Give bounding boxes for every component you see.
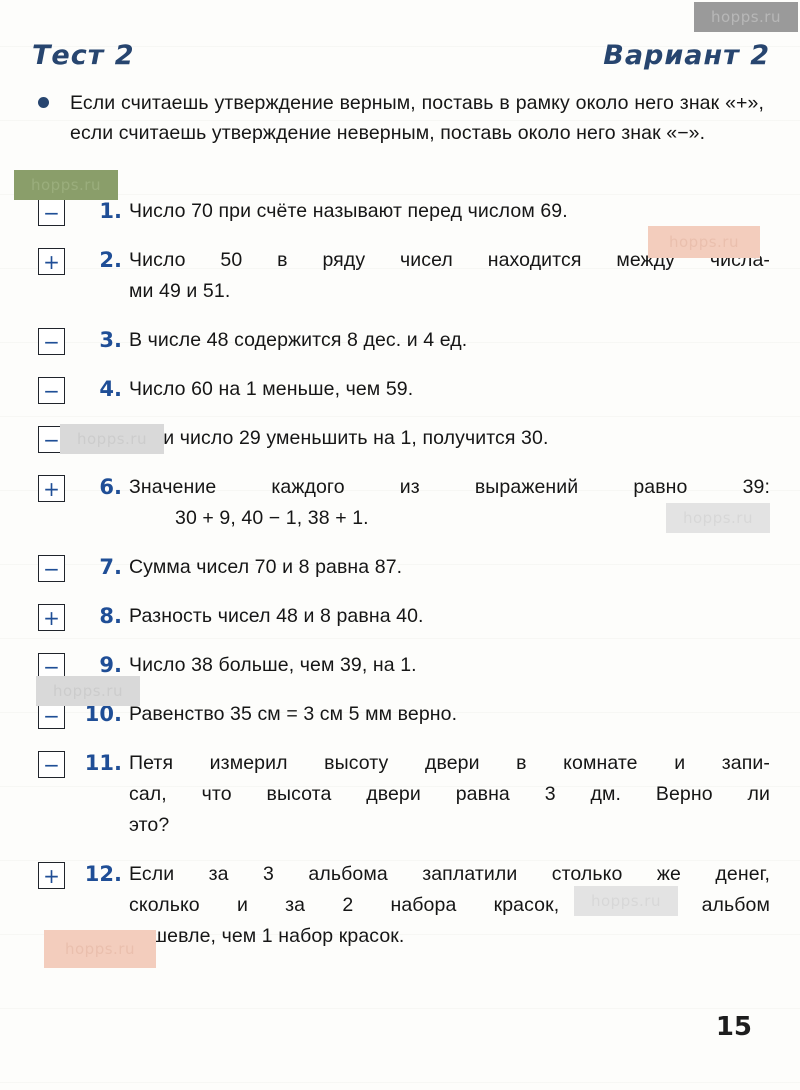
task-statement: Значение каждого из выражений равно 39: 3… bbox=[129, 472, 770, 534]
watermark: hopps.ru bbox=[36, 676, 140, 706]
watermark-label: hopps.ru bbox=[711, 8, 781, 26]
task-statement: Если число 29 уменьшить на 1, получится … bbox=[129, 423, 770, 454]
answer-checkbox-plus[interactable]: + bbox=[38, 248, 65, 275]
task-line: ми 49 и 51. bbox=[129, 280, 231, 302]
task-line: Равенство 35 см = 3 см 5 мм верно. bbox=[129, 703, 458, 725]
watermark: hopps.ru bbox=[694, 2, 798, 32]
page-number: 15 bbox=[715, 1012, 752, 1042]
task-statement: В числе 48 содержится 8 дес. и 4 ед. bbox=[129, 325, 770, 356]
answer-checkbox-minus[interactable]: − bbox=[38, 555, 65, 582]
task-number: 10. bbox=[84, 702, 122, 726]
task-line: 30 + 9, 40 − 1, 38 + 1. bbox=[175, 507, 369, 529]
answer-checkbox-plus[interactable]: + bbox=[38, 862, 65, 889]
task-line: дешевле, чем 1 набор красок. bbox=[129, 925, 405, 947]
variant-title: Вариант 2 bbox=[603, 40, 770, 71]
watermark: hopps.ru bbox=[14, 170, 118, 200]
task-number: 3. bbox=[99, 328, 122, 352]
instruction-text: Если считаешь утверждение верным, постав… bbox=[70, 92, 764, 144]
task-number: 6. bbox=[99, 475, 122, 499]
bullet-dot-icon bbox=[38, 97, 49, 108]
watermark-label: hopps.ru bbox=[53, 682, 123, 700]
task-statement: Разность чисел 48 и 8 равна 40. bbox=[129, 601, 770, 632]
page-header: Тест 2 Вариант 2 bbox=[32, 40, 770, 71]
task-number: 11. bbox=[84, 751, 122, 775]
task-line: Петя измерил высоту двери в комнате и за… bbox=[129, 752, 770, 774]
answer-checkbox-minus[interactable]: − bbox=[38, 751, 65, 778]
task-row: +2. Число 50 в ряду чисел находится между… bbox=[38, 245, 770, 307]
page-title: Тест 2 bbox=[32, 40, 135, 71]
task-line: это? bbox=[129, 814, 170, 836]
task-statement: Число 38 больше, чем 39, на 1. bbox=[129, 650, 770, 681]
task-row: − 3. В числе 48 содержится 8 дес. и 4 ед. bbox=[38, 325, 770, 356]
task-line: Число 50 в ряду чисел находится между чи… bbox=[129, 249, 770, 271]
watermark: hopps.ru bbox=[60, 424, 164, 454]
task-line: сал, что высота двери равна 3 дм. Верно … bbox=[129, 783, 770, 805]
task-line: Разность чисел 48 и 8 равна 40. bbox=[129, 605, 424, 627]
answer-checkbox-plus[interactable]: + bbox=[38, 475, 65, 502]
task-number: 2. bbox=[99, 248, 122, 272]
task-number: 7. bbox=[99, 555, 122, 579]
task-line: Значение каждого из выражений равно 39: bbox=[129, 476, 770, 498]
task-number: 8. bbox=[99, 604, 122, 628]
task-row: − 4. Число 60 на 1 меньше, чем 59. bbox=[38, 374, 770, 405]
watermark-label: hopps.ru bbox=[77, 430, 147, 448]
task-statement: Равенство 35 см = 3 см 5 мм верно. bbox=[129, 699, 770, 730]
answer-checkbox-minus[interactable]: − bbox=[38, 377, 65, 404]
answer-checkbox-plus[interactable]: + bbox=[38, 604, 65, 631]
task-statement: Сумма чисел 70 и 8 равна 87. bbox=[129, 552, 770, 583]
task-list: − 1. Число 70 при счёте называют перед чис… bbox=[38, 196, 770, 970]
watermark: hopps.ru bbox=[666, 503, 770, 533]
task-number: 4. bbox=[99, 377, 122, 401]
task-number: 9. bbox=[99, 653, 122, 677]
task-line: Число 60 на 1 меньше, чем 59. bbox=[129, 378, 414, 400]
task-line: Если за 3 альбома заплатили столько же д… bbox=[129, 863, 770, 885]
answer-checkbox-minus[interactable]: − bbox=[38, 199, 65, 226]
watermark-label: hopps.ru bbox=[683, 509, 753, 527]
task-number: 12. bbox=[84, 862, 122, 886]
watermark-label: hopps.ru bbox=[31, 176, 101, 194]
task-row: − 1. Число 70 при счёте называют перед чис… bbox=[38, 196, 770, 227]
watermark-label: hopps.ru bbox=[591, 892, 661, 910]
task-line: Сумма чисел 70 и 8 равна 87. bbox=[129, 556, 403, 578]
task-line: Число 38 больше, чем 39, на 1. bbox=[129, 654, 417, 676]
task-statement: Число 70 при счёте называют перед числом… bbox=[129, 196, 770, 227]
watermark-label: hopps.ru bbox=[669, 233, 739, 251]
task-row: − 7. Сумма чисел 70 и 8 равна 87. bbox=[38, 552, 770, 583]
answer-checkbox-minus[interactable]: − bbox=[38, 702, 65, 729]
watermark-label: hopps.ru bbox=[65, 940, 135, 958]
watermark: hopps.ru bbox=[574, 886, 678, 916]
task-line: Число 70 при счёте называют перед числом… bbox=[129, 200, 568, 222]
task-row: −10. Равенство 35 см = 3 см 5 мм верно. bbox=[38, 699, 770, 730]
task-statement: Число 50 в ряду чисел находится между чи… bbox=[129, 245, 770, 307]
task-row: +6. Значение каждого из выражений равно 3… bbox=[38, 472, 770, 534]
watermark: hopps.ru bbox=[648, 226, 760, 258]
task-number: 1. bbox=[99, 199, 122, 223]
answer-checkbox-minus[interactable]: − bbox=[38, 328, 65, 355]
task-line: В числе 48 содержится 8 дес. и 4 ед. bbox=[129, 329, 468, 351]
task-row: −9. Число 38 больше, чем 39, на 1. bbox=[38, 650, 770, 681]
task-statement: Петя измерил высоту двери в комнате и за… bbox=[129, 748, 770, 841]
task-row: −11. Петя измерил высоту двери в комнате … bbox=[38, 748, 770, 841]
task-line: Если число 29 уменьшить на 1, получится … bbox=[129, 427, 549, 449]
watermark: hopps.ru bbox=[44, 930, 156, 968]
instruction-block: Если считаешь утверждение верным, постав… bbox=[38, 88, 764, 148]
task-row: +8. Разность чисел 48 и 8 равна 40. bbox=[38, 601, 770, 632]
task-statement: Число 60 на 1 меньше, чем 59. bbox=[129, 374, 770, 405]
